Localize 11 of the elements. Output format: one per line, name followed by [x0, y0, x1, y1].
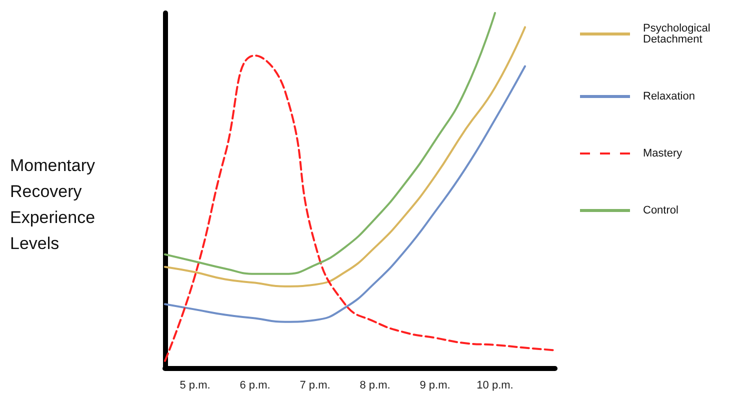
x-tick-label: 9 p.m. [420, 380, 450, 392]
legend-label: Mastery [643, 148, 683, 160]
x-tick-label: 10 p.m. [476, 380, 514, 392]
x-tick-label: 7 p.m. [300, 380, 330, 392]
x-tick-label: 6 p.m. [240, 380, 270, 392]
y-axis-title: Momentary Recovery Experience Levels [10, 156, 100, 253]
legend-label: Control [643, 204, 678, 216]
x-tick-label: 5 p.m. [180, 380, 210, 392]
legend-label: Relaxation [643, 90, 695, 102]
x-tick-label: 8 p.m. [360, 380, 390, 392]
legend-label: Psychological Detachment [643, 22, 714, 46]
